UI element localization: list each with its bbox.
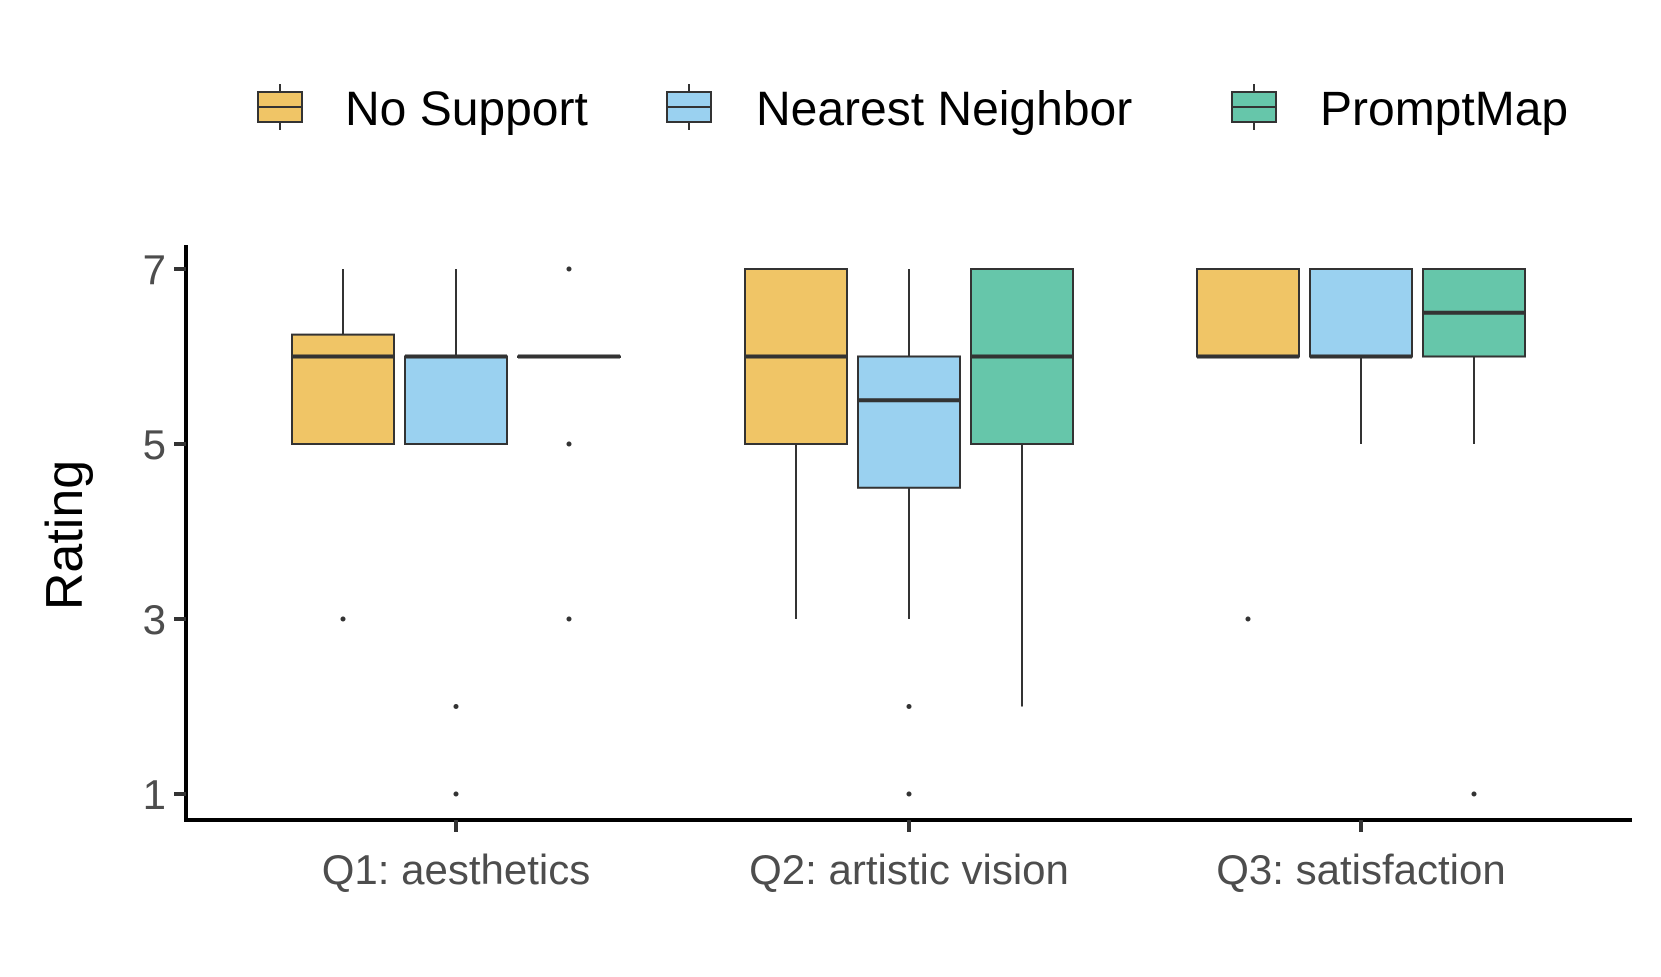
legend-label: No Support: [345, 83, 588, 136]
x-tick-label: Q1: aesthetics: [322, 846, 590, 893]
x-tick-label: Q3: satisfaction: [1216, 846, 1505, 893]
y-tick-label: 7: [143, 246, 166, 293]
outlier-point: [566, 616, 572, 622]
box-body: [291, 333, 395, 445]
legend: No Support Nearest Neighbor PromptMap: [257, 83, 1568, 136]
box-body: [404, 355, 508, 445]
legend-label: PromptMap: [1320, 83, 1568, 136]
box-nearest-neighbor-q1-aesthetics: [404, 269, 508, 797]
outlier-point: [906, 704, 912, 709]
outlier-point: [340, 616, 346, 622]
outlier-point: [453, 704, 459, 709]
outlier-point: [1471, 791, 1477, 797]
legend-item-promptmap: PromptMap: [1231, 83, 1568, 136]
y-tick-label: 5: [143, 421, 166, 468]
box-body: [1309, 268, 1413, 358]
y-tick-label: 1: [143, 771, 166, 818]
box-nearest-neighbor-q3-satisfaction: [1309, 268, 1413, 444]
box-promptmap-q1-aesthetics: [517, 266, 621, 622]
outlier-point: [566, 441, 572, 447]
legend-item-no-support: No Support: [257, 83, 588, 136]
box-nearest-neighbor-q2-artistic-vision: [857, 269, 961, 797]
outlier-point: [906, 791, 912, 797]
box-no-support-q2-artistic-vision: [744, 268, 848, 619]
legend-item-nearest-neighbor: Nearest Neighbor: [666, 83, 1132, 136]
x-tick-label: Q2: artistic vision: [749, 846, 1069, 893]
box-body: [1196, 268, 1300, 358]
axes: 1 3 5 7 Q1: aesthetics Q2: artistic vision Q3:…: [143, 245, 1632, 893]
outlier-point: [566, 266, 572, 272]
box-no-support-q1-aesthetics: [291, 269, 395, 622]
outlier-point: [453, 791, 459, 797]
outlier-point: [1245, 616, 1251, 622]
box-no-support-q3-satisfaction: [1196, 268, 1300, 622]
plot-area: [291, 266, 1526, 797]
legend-label: Nearest Neighbor: [756, 83, 1132, 136]
y-axis-title: Rating: [36, 460, 94, 610]
box-promptmap-q3-satisfaction: [1422, 268, 1526, 797]
box-body: [857, 355, 961, 489]
y-tick-label: 3: [143, 596, 166, 643]
box-promptmap-q2-artistic-vision: [970, 268, 1074, 707]
